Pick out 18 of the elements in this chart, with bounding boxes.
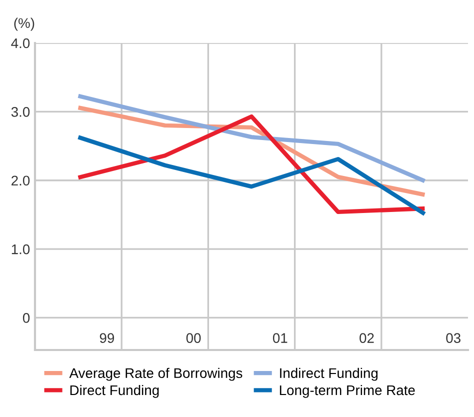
- legend-label: Indirect Funding: [280, 368, 378, 381]
- line-series: [76, 94, 427, 184]
- x-tick-label: 99: [100, 333, 114, 343]
- x-tick-label: 02: [360, 333, 374, 343]
- y-tick-label: 2.0: [12, 176, 30, 186]
- y-tick-label: 4.0: [11, 38, 30, 48]
- y-tick-label: 1.0: [12, 244, 30, 254]
- line-series: [76, 135, 427, 216]
- y-tick-label: 3.0: [11, 107, 30, 117]
- line-series: [76, 114, 427, 214]
- legend-label: Long-term Prime Rate: [280, 384, 415, 398]
- x-tick-label: 01: [272, 333, 288, 343]
- legend-label: Average Rate of Borrowings: [69, 368, 242, 381]
- x-tick-label: 00: [186, 333, 201, 343]
- y-tick-label: 0: [22, 313, 30, 323]
- y-axis-title: (%): [14, 18, 34, 31]
- x-tick-label: 03: [446, 333, 460, 343]
- legend-label: Direct Funding: [70, 384, 159, 398]
